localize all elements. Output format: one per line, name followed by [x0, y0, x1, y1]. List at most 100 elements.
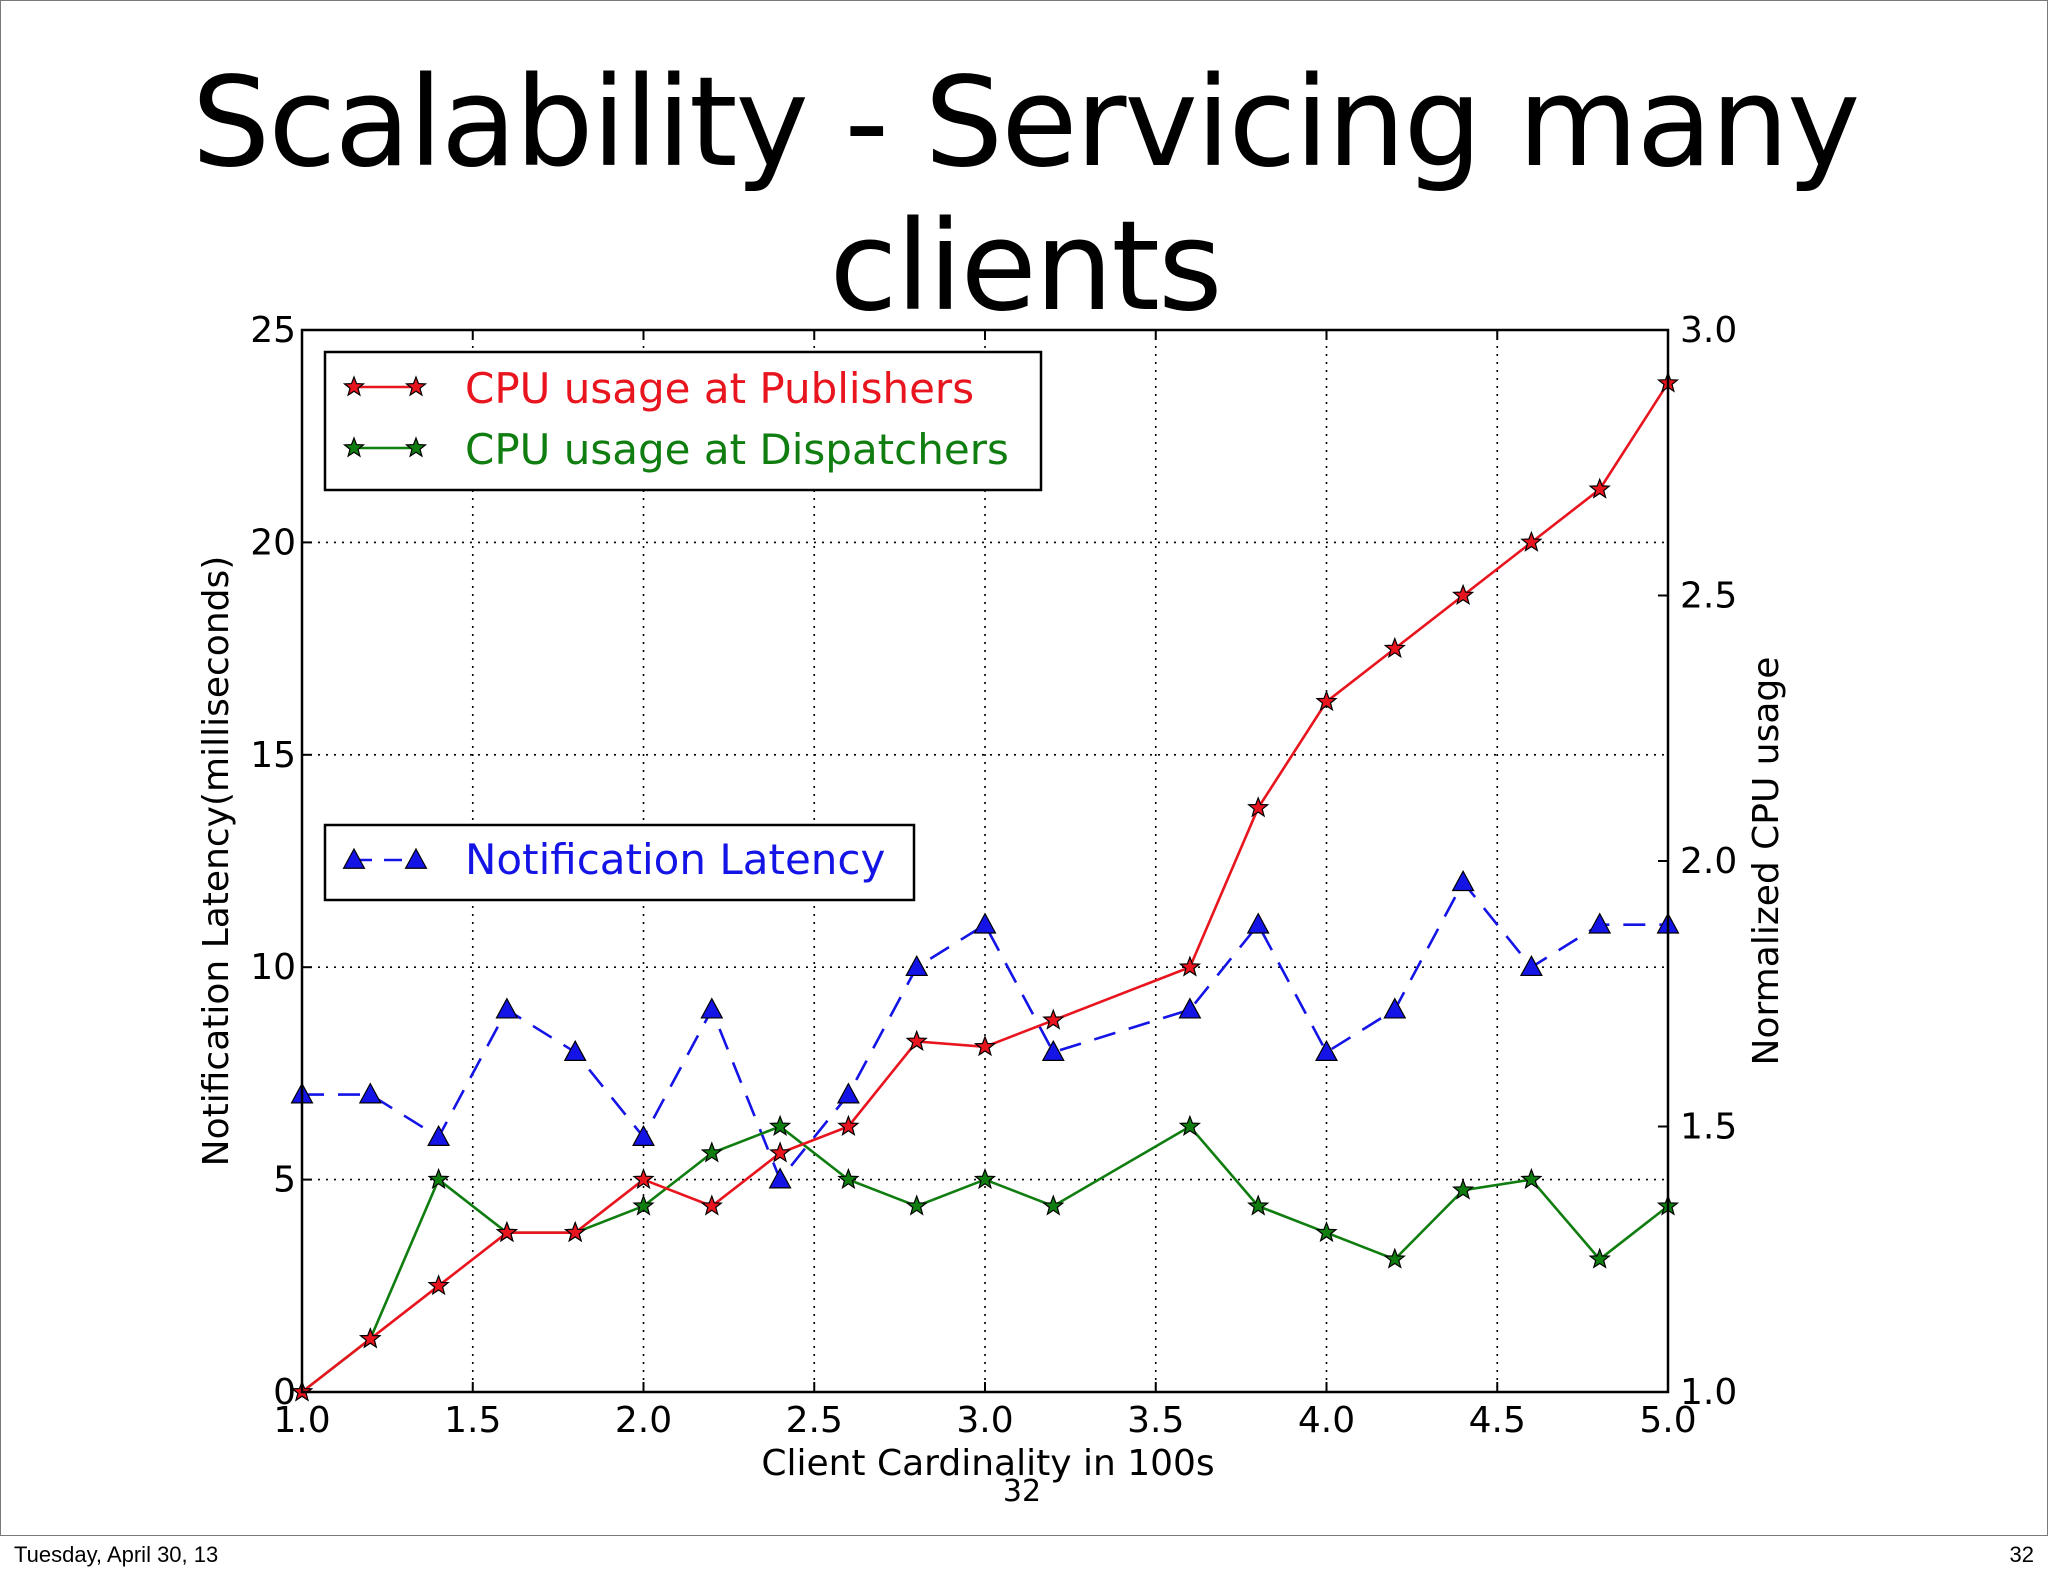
legend-cpu-dispatchers-label: CPU usage at Dispatchers — [465, 425, 1009, 474]
legend-marker — [342, 375, 366, 397]
series-layer — [290, 371, 1680, 1402]
data-point — [1519, 954, 1543, 977]
series-notification-latency — [290, 869, 1680, 1189]
legend-cpu-publishers-sample — [342, 375, 428, 397]
data-point — [564, 1221, 587, 1243]
data-point — [1041, 1039, 1065, 1062]
x-tick-label: 3.0 — [956, 1400, 1013, 1441]
data-point — [1588, 477, 1611, 499]
data-point — [1588, 1247, 1611, 1269]
y-left-tick-label: 20 — [250, 522, 296, 563]
grid-lines — [302, 330, 1668, 1392]
data-point — [1451, 1178, 1475, 1200]
footer-slide-number: 32 — [2009, 1542, 2034, 1567]
data-point — [905, 954, 929, 977]
data-point — [1588, 912, 1612, 934]
data-point — [1315, 1039, 1338, 1062]
data-point — [768, 1167, 792, 1189]
data-point — [427, 1124, 451, 1146]
data-point — [1178, 1114, 1202, 1136]
data-point — [973, 912, 997, 934]
legend-marker — [342, 847, 366, 869]
data-point — [495, 1221, 519, 1243]
data-point — [1315, 1221, 1338, 1243]
data-point — [973, 1035, 997, 1057]
y-right-tick-label: 3.0 — [1680, 310, 1737, 351]
legend-latency: Notification Latency — [323, 823, 916, 902]
data-point — [632, 1124, 655, 1146]
legend-cpu-box — [323, 350, 1043, 492]
data-point — [1315, 690, 1338, 712]
y-left-tick-label: 10 — [250, 947, 296, 988]
y-left-tick-label: 25 — [250, 310, 296, 351]
data-point — [359, 1327, 382, 1349]
data-point — [905, 1029, 928, 1051]
slide-center-number: 32 — [1003, 1474, 1041, 1509]
slide: Scalability - Servicing many clients — [0, 0, 2048, 1536]
data-point — [1451, 869, 1475, 892]
x-tick-label: 1.5 — [444, 1400, 501, 1441]
data-point — [1383, 1247, 1406, 1269]
data-point — [1178, 997, 1202, 1019]
x-tick-label: 4.0 — [1298, 1400, 1355, 1441]
legend-marker — [404, 375, 428, 397]
data-point — [837, 1167, 860, 1190]
data-point — [1451, 583, 1475, 605]
data-point — [1383, 636, 1406, 659]
data-point — [427, 1167, 450, 1190]
data-point — [1042, 1008, 1065, 1030]
data-point — [1247, 1194, 1270, 1216]
data-point — [700, 997, 724, 1019]
series-cpu-usage-at-publishers — [290, 371, 1680, 1402]
data-point — [768, 1141, 792, 1163]
legend-marker — [404, 847, 428, 869]
series-line — [302, 879, 1668, 1183]
legend-cpu-publishers-label: CPU usage at Publishers — [465, 364, 974, 413]
legend-latency-label: Notification Latency — [465, 835, 885, 884]
legend-marker — [404, 436, 428, 458]
data-point — [495, 997, 519, 1019]
footer-date: Tuesday, April 30, 13 — [14, 1542, 219, 1567]
data-point — [427, 1274, 450, 1296]
data-point — [1246, 912, 1270, 934]
data-point — [1178, 955, 1202, 977]
data-point — [1383, 997, 1407, 1019]
data-point — [905, 1194, 928, 1216]
data-point — [1247, 796, 1270, 818]
x-tick-label: 5.0 — [1639, 1400, 1696, 1441]
data-point — [358, 1082, 382, 1104]
data-point — [1520, 530, 1543, 552]
data-point — [837, 1114, 860, 1136]
y-left-tick-label: 15 — [250, 735, 296, 776]
x-tick-label: 2.5 — [786, 1400, 843, 1441]
data-point — [700, 1194, 723, 1216]
data-point — [1042, 1194, 1065, 1216]
data-point — [632, 1194, 655, 1216]
data-point — [836, 1082, 860, 1104]
data-point — [563, 1039, 587, 1062]
y-right-axis-label: Normalized CPU usage — [1746, 657, 1787, 1066]
y-right-tick-label: 1.0 — [1680, 1372, 1737, 1413]
data-point — [632, 1167, 655, 1190]
slide-title: Scalability - Servicing many clients — [191, 51, 1861, 339]
legend-cpu-dispatchers-sample — [342, 436, 428, 458]
data-point — [768, 1114, 792, 1136]
data-point — [973, 1167, 997, 1190]
x-tick-label: 2.0 — [615, 1400, 672, 1441]
data-point — [1520, 1167, 1543, 1190]
y-left-axis-label: Notification Latency(milliseconds) — [196, 556, 237, 1167]
axis-ticks: 1.0 1.5 2.0 2.5 3.0 3.5 4.0 4.5 5.0 0 5 10 15 20 25 1.0… — [250, 310, 1737, 1441]
x-tick-label: 4.5 — [1469, 1400, 1526, 1441]
series-line — [301, 382, 1670, 1394]
x-axis-label: Client Cardinality in 100s — [761, 1443, 1214, 1484]
y-right-tick-label: 2.5 — [1680, 576, 1737, 617]
y-right-tick-label: 2.0 — [1680, 841, 1737, 882]
y-left-tick-label: 0 — [273, 1372, 296, 1413]
data-point — [700, 1141, 723, 1163]
y-right-tick-label: 1.5 — [1680, 1107, 1737, 1148]
y-left-tick-label: 5 — [273, 1160, 296, 1201]
legend-cpu: CPU usage at Publishers CPU usage at Dis… — [323, 350, 1043, 492]
x-tick-label: 3.5 — [1127, 1400, 1184, 1441]
legend-marker — [342, 436, 366, 458]
